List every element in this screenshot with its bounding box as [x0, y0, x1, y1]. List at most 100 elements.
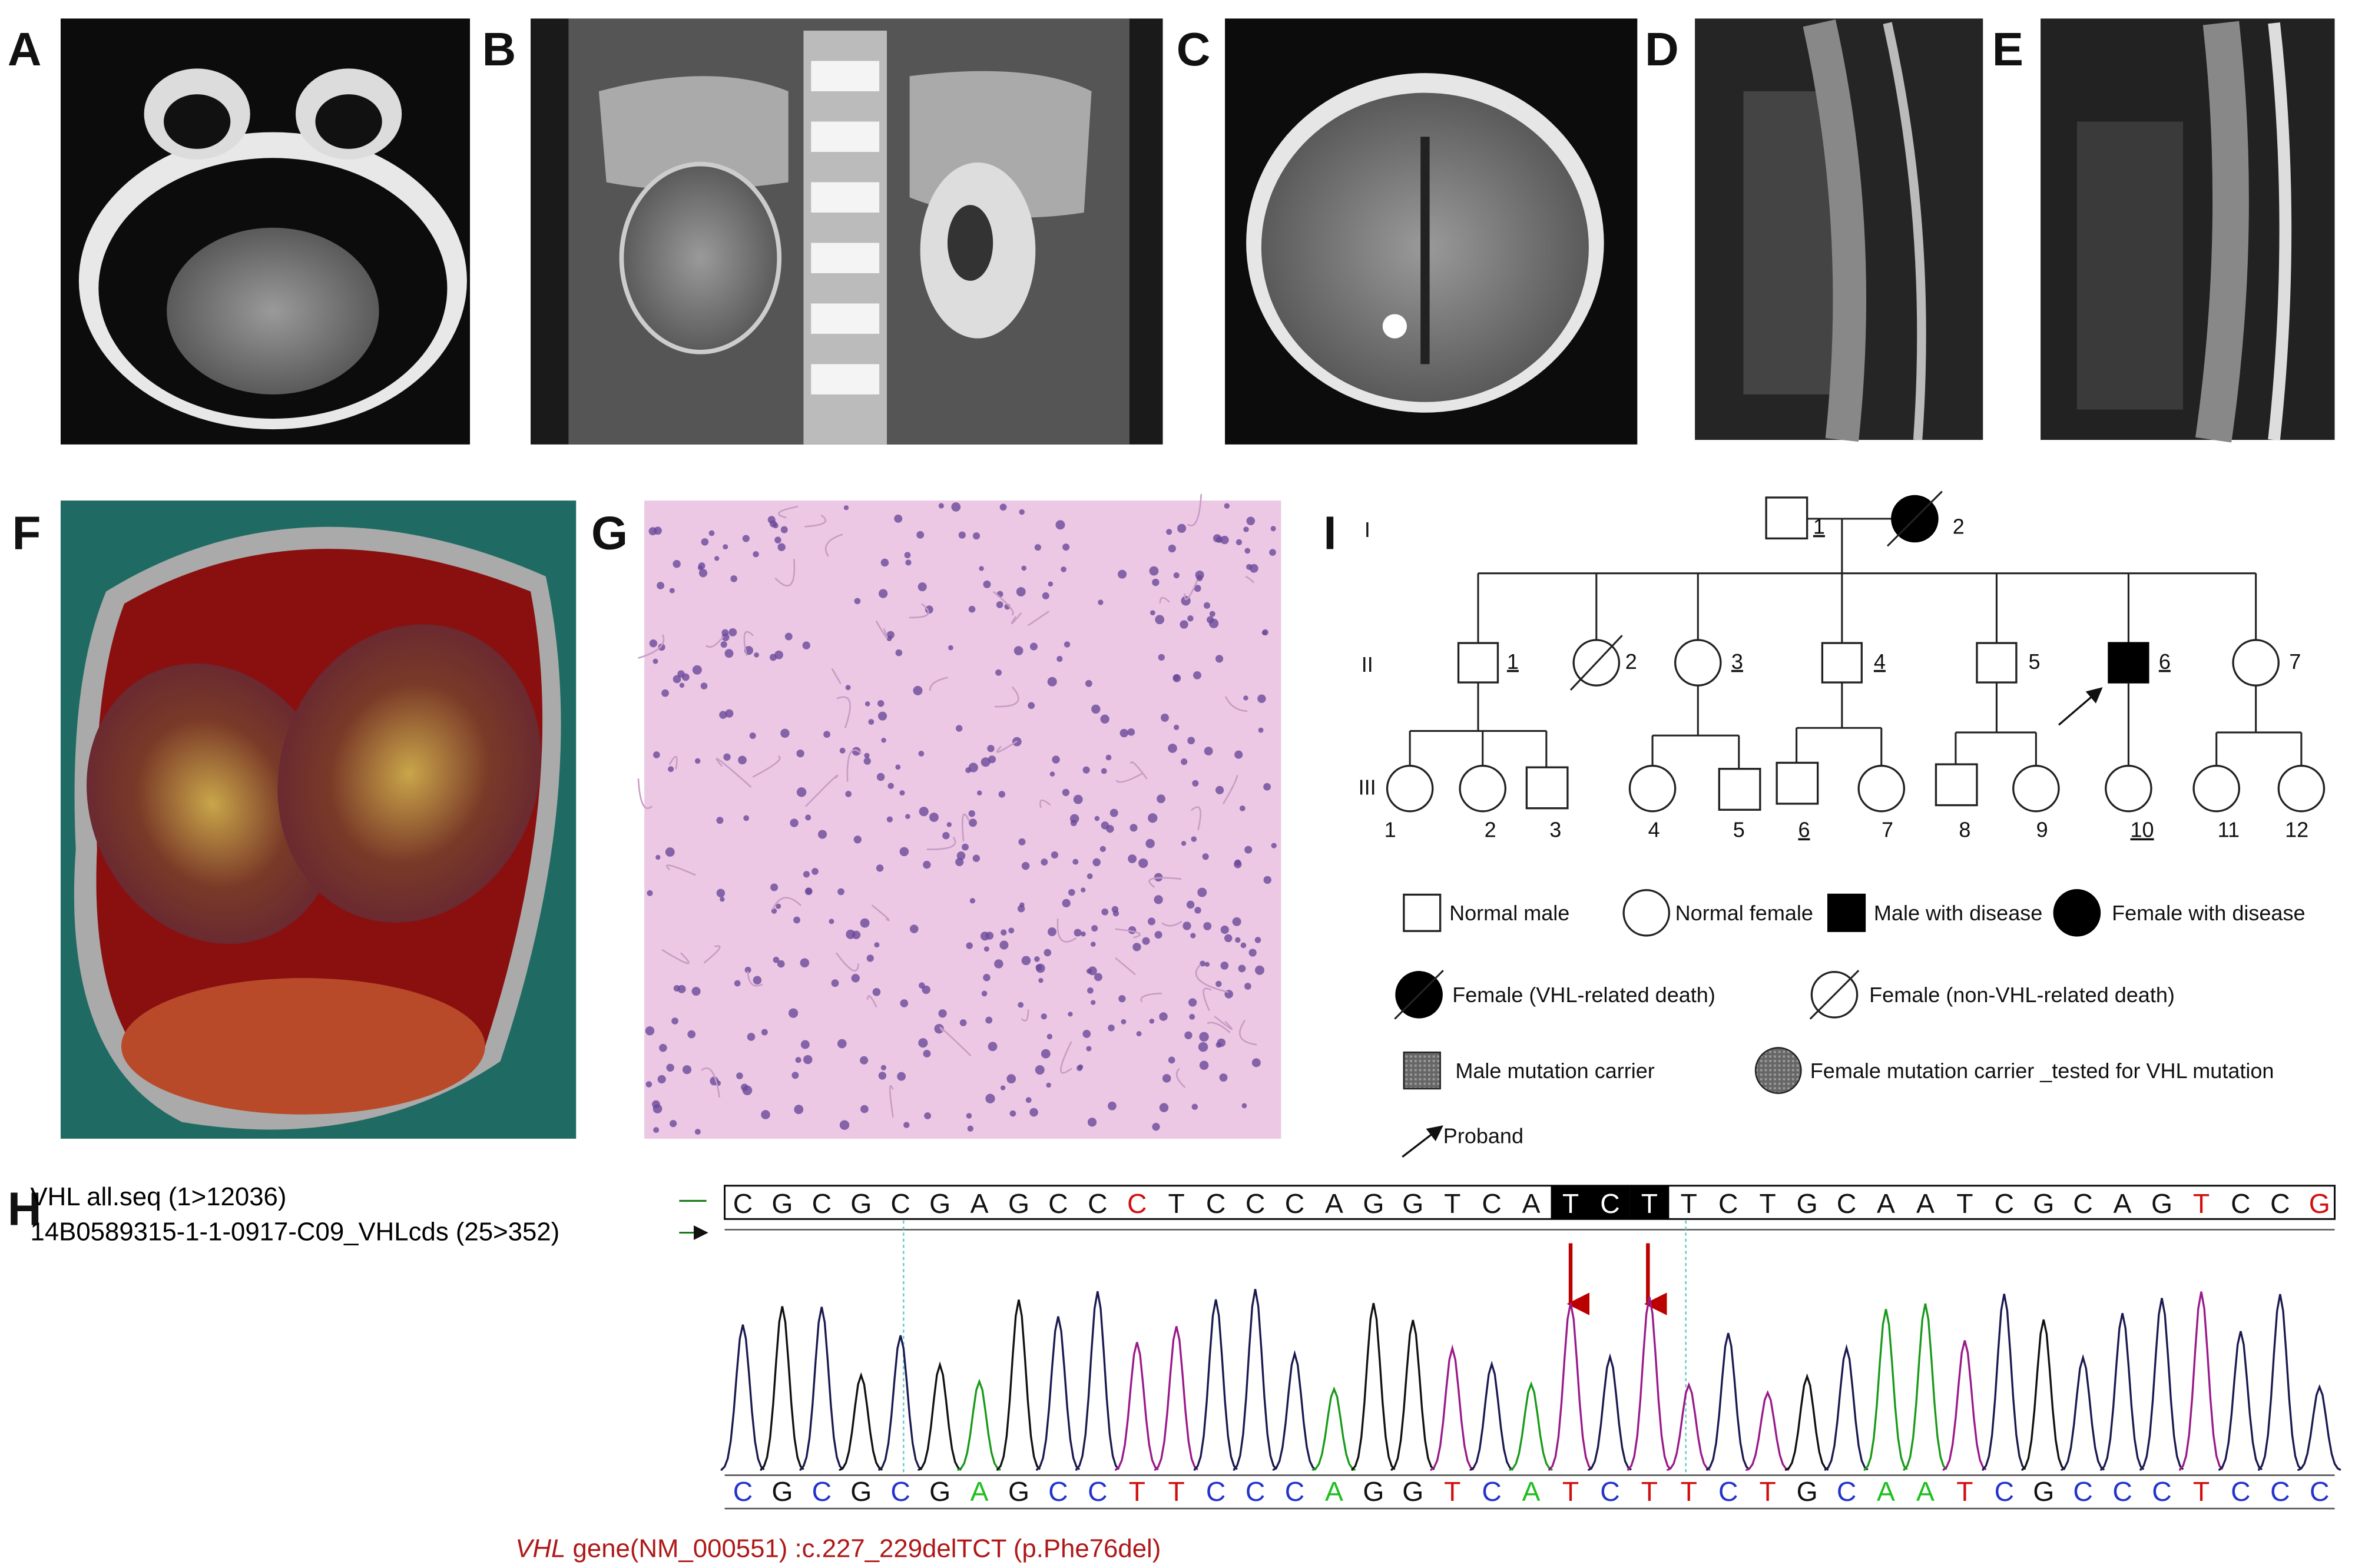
nucleus [895, 764, 901, 770]
nucleus [946, 822, 952, 827]
nucleus [694, 758, 701, 764]
trace-peak [1903, 1303, 1947, 1471]
nucleus [1168, 1056, 1175, 1064]
nucleus [698, 569, 708, 578]
nucleus [1254, 937, 1261, 943]
nucleus [1087, 1118, 1097, 1127]
nucleus [1000, 1085, 1006, 1090]
nucleus [972, 532, 981, 540]
nucleus [948, 645, 953, 651]
trace-peak [1784, 1373, 1829, 1471]
nucleus [1009, 1110, 1016, 1117]
nucleus [1070, 820, 1077, 827]
nucleus [796, 787, 807, 797]
nucleus [1191, 1103, 1198, 1110]
cell-wall [637, 778, 653, 809]
nucleus [803, 871, 810, 878]
nucleus [1074, 929, 1082, 937]
nucleus [1263, 876, 1271, 884]
nucleus [753, 551, 759, 558]
nucleus [687, 1030, 696, 1039]
highlight [1590, 1185, 1630, 1219]
nucleus [1101, 908, 1109, 916]
nucleus [968, 810, 975, 817]
nucleus [994, 959, 1003, 969]
reference-base: C [2073, 1188, 2092, 1219]
nucleus [980, 931, 989, 941]
nucleus [878, 1072, 887, 1080]
nucleus [904, 552, 911, 559]
nucleus [981, 757, 991, 767]
nucleus [1220, 962, 1229, 970]
nucleus [1046, 1082, 1051, 1088]
nucleus [652, 658, 658, 664]
nucleus [744, 966, 751, 973]
member-label: 3 [1731, 649, 1743, 674]
called-base: A [1325, 1476, 1343, 1507]
nucleus [886, 631, 895, 639]
cell-wall [1175, 1068, 1186, 1088]
nucleus [743, 815, 750, 821]
nucleus [985, 1093, 995, 1103]
trace-peak [1667, 1382, 1711, 1471]
nucleus [852, 747, 861, 756]
nucleus [863, 757, 871, 765]
nucleus [1029, 1108, 1038, 1117]
nucleus [1161, 713, 1169, 722]
nucleus [780, 728, 790, 738]
nucleus [958, 531, 966, 539]
nucleus [1018, 1002, 1024, 1008]
member-label: 11 [2218, 818, 2240, 842]
cell-wall [996, 740, 1018, 753]
cell-wall [1060, 1041, 1072, 1074]
nucleus [1081, 887, 1086, 893]
nucleus [658, 644, 665, 651]
cell-wall [774, 559, 796, 586]
nucleus [1200, 960, 1206, 967]
member-label: 9 [2036, 818, 2048, 842]
cell-wall [835, 952, 859, 972]
nucleus [979, 566, 984, 571]
nucleus [1001, 929, 1007, 936]
legend-label: Female (VHL-related death) [1452, 983, 1715, 1007]
mutation-caption: VHL gene(NM_000551) :c.227_229delTCT (p.… [515, 1534, 1161, 1563]
nucleus [761, 1029, 768, 1036]
nucleus [1094, 973, 1102, 982]
called-base: T [1562, 1476, 1579, 1507]
nucleus [934, 1024, 944, 1034]
nucleus [1142, 937, 1150, 945]
nucleus [877, 711, 887, 721]
nucleus [730, 575, 737, 582]
nucleus [905, 559, 912, 566]
nucleus [653, 1127, 660, 1133]
nucleus [657, 1075, 666, 1084]
nucleus [1177, 523, 1187, 533]
reference-base: C [2270, 1188, 2290, 1219]
cell-wall [1214, 1016, 1233, 1030]
reference-base: C [1837, 1188, 1856, 1219]
nucleus [966, 1113, 972, 1119]
nucleus [701, 538, 709, 546]
nucleus [1062, 899, 1071, 908]
nucleus [1019, 902, 1025, 907]
nucleus [1111, 906, 1119, 913]
nucleus [649, 639, 658, 648]
nucleus [773, 522, 779, 529]
cell-wall [846, 749, 862, 782]
nucleus [716, 889, 726, 897]
nucleus [1199, 1060, 1209, 1070]
cell-wall [743, 631, 754, 656]
reference-base: T [1681, 1188, 1697, 1219]
nucleus [1025, 1097, 1032, 1103]
trace-peak [1469, 1360, 1514, 1471]
cell-wall [638, 634, 665, 659]
nucleus [929, 813, 939, 822]
nucleus [877, 700, 885, 707]
nucleus [670, 1120, 677, 1128]
nucleus [1029, 642, 1038, 651]
nucleus [657, 582, 665, 589]
called-base: C [2270, 1476, 2290, 1507]
called-base: C [1246, 1476, 1265, 1507]
nucleus [668, 766, 674, 773]
